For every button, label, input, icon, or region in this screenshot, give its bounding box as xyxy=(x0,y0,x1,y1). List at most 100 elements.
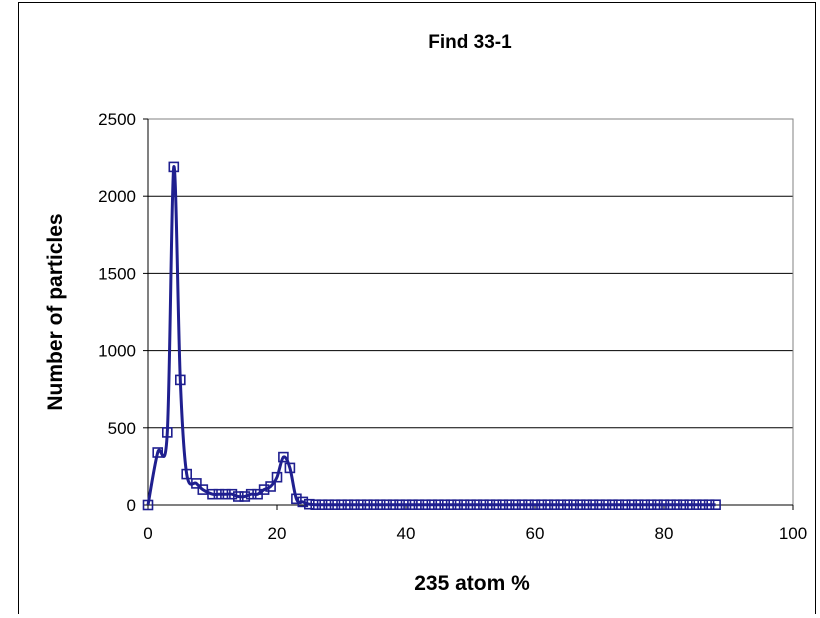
data-point xyxy=(368,499,380,511)
data-point xyxy=(594,499,605,511)
data-point xyxy=(581,499,592,511)
data-point xyxy=(452,499,463,511)
data-point xyxy=(574,499,586,511)
data-point xyxy=(671,499,683,511)
data-point xyxy=(619,499,631,511)
data-point xyxy=(207,488,218,500)
data-point xyxy=(536,499,547,511)
data-point xyxy=(213,488,225,500)
chart-frame xyxy=(18,2,816,614)
data-point xyxy=(703,499,715,511)
data-point xyxy=(542,499,554,511)
data-point xyxy=(233,491,244,502)
data-point xyxy=(426,499,438,511)
data-point xyxy=(387,499,399,511)
data-point xyxy=(413,499,425,511)
data-point xyxy=(349,499,360,511)
y-tick-label: 1500 xyxy=(98,264,136,283)
data-point xyxy=(278,451,289,463)
data-point xyxy=(175,374,186,386)
x-axis-ticks: 0 20 40 60 80 100 xyxy=(143,504,807,543)
data-point xyxy=(258,484,270,495)
data-point xyxy=(323,499,334,511)
data-point xyxy=(394,499,405,511)
x-tick-label: 100 xyxy=(779,524,807,543)
data-point xyxy=(303,498,315,510)
y-axis-label: Number of particles xyxy=(44,213,67,410)
data-point xyxy=(381,499,392,511)
data-point xyxy=(445,499,457,511)
data-point xyxy=(245,488,257,500)
data-point xyxy=(407,499,418,511)
data-point xyxy=(291,493,302,505)
data-point xyxy=(181,468,192,480)
data-point xyxy=(226,488,238,500)
data-point xyxy=(503,499,515,511)
data-point xyxy=(284,462,296,474)
series-markers xyxy=(142,161,721,511)
data-point xyxy=(497,499,509,511)
data-point xyxy=(490,499,502,511)
data-point xyxy=(439,499,451,511)
data-point xyxy=(471,499,483,511)
data-point xyxy=(652,499,663,511)
data-point xyxy=(458,499,470,511)
data-point xyxy=(632,499,644,511)
data-point xyxy=(271,471,283,483)
data-point xyxy=(529,499,541,511)
data-point xyxy=(465,499,476,511)
data-point xyxy=(690,499,702,511)
data-point xyxy=(420,499,431,511)
data-point xyxy=(568,499,580,511)
data-point xyxy=(510,499,521,511)
data-point xyxy=(361,499,373,511)
x-tick-label: 20 xyxy=(268,524,287,543)
data-point xyxy=(626,499,638,511)
data-point xyxy=(607,499,618,511)
data-point xyxy=(587,499,599,511)
data-point xyxy=(697,499,709,511)
data-point xyxy=(297,496,309,508)
chart-title: Find 33-1 xyxy=(428,32,512,53)
x-tick-label: 40 xyxy=(397,524,416,543)
data-point xyxy=(600,499,612,511)
plot-area xyxy=(147,118,794,506)
y-axis-ticks: 0 500 1000 1500 2000 2500 xyxy=(98,110,149,515)
data-point xyxy=(658,499,670,511)
y-tick-label: 2500 xyxy=(98,110,136,129)
data-point xyxy=(239,491,251,502)
data-point xyxy=(329,499,341,511)
data-point xyxy=(342,499,354,511)
data-point xyxy=(265,481,276,492)
data-point xyxy=(613,499,625,511)
y-tick-label: 2000 xyxy=(98,187,136,206)
data-point xyxy=(220,488,231,500)
data-point xyxy=(310,499,322,511)
data-point xyxy=(523,499,534,511)
y-tick-label: 0 xyxy=(127,496,136,515)
data-point xyxy=(168,161,180,173)
data-point xyxy=(684,499,696,511)
data-point xyxy=(336,499,347,511)
data-point xyxy=(645,499,657,511)
data-point xyxy=(432,499,444,511)
data-point xyxy=(639,499,651,511)
gridlines xyxy=(148,195,793,429)
x-tick-label: 80 xyxy=(655,524,674,543)
x-axis-label: 235 atom % xyxy=(414,572,530,595)
data-point xyxy=(355,499,367,511)
data-point xyxy=(484,499,496,511)
data-point xyxy=(710,499,721,511)
data-point xyxy=(316,499,328,511)
data-point xyxy=(561,499,573,511)
data-point xyxy=(516,499,528,511)
data-point xyxy=(191,478,202,489)
data-point xyxy=(400,499,412,511)
data-point xyxy=(555,499,567,511)
data-point xyxy=(142,499,154,511)
data-point xyxy=(478,499,489,511)
series-line xyxy=(146,165,716,507)
data-point xyxy=(665,499,676,511)
data-point xyxy=(162,427,173,438)
